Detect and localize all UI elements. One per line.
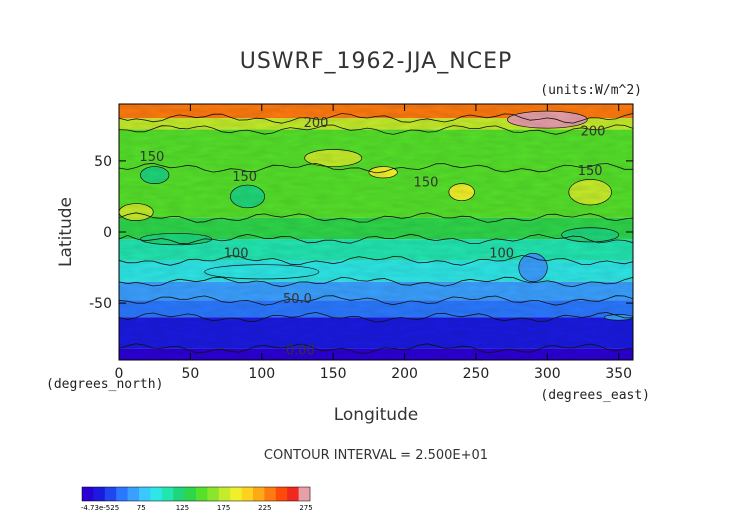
x-axis-label: Longitude — [334, 405, 419, 425]
y-unit-label: (degrees_north) — [46, 377, 163, 392]
colorbar-tick-label: -4.73e-525 — [81, 504, 119, 512]
contour-line-1 — [119, 113, 633, 124]
colorbar-swatch — [104, 487, 117, 501]
x-tick-label: 50 — [181, 366, 199, 382]
plot-field: 200 200 150 150 150 150 100 100 50.0 0.00 — [119, 104, 633, 360]
colorbar-tick-label: 225 — [258, 504, 271, 512]
colorbar-swatch — [241, 487, 254, 501]
contour-label-7: 100 — [489, 247, 514, 262]
colorbar-frame — [81, 486, 311, 502]
x-tick-label: 150 — [320, 366, 347, 382]
x-tick-label: 350 — [605, 366, 632, 382]
x-unit-label: (degrees_east) — [540, 388, 650, 403]
contour-label-2: 150 — [139, 150, 164, 165]
colorbar-ticks: -4.73e-525 75 125 175 225 275 — [81, 504, 313, 512]
y-axis-label: Latitude — [56, 197, 76, 267]
colorbar-swatch — [127, 487, 140, 501]
colorbar-tick-label: 275 — [299, 504, 312, 512]
colorbar-swatch — [207, 487, 220, 501]
contour-line-6 — [119, 255, 633, 266]
colorbar-swatch — [287, 487, 299, 501]
contour-line-2 — [119, 124, 633, 135]
y-axis: -50 0 50 — [89, 154, 633, 312]
colorbar-swatch — [184, 487, 197, 501]
contour-line-8 — [119, 295, 633, 306]
colorbar-tick-label: 175 — [217, 504, 230, 512]
colorbar-swatch — [264, 487, 277, 501]
contour-line-9 — [119, 311, 633, 323]
x-tick-label: 200 — [391, 366, 418, 382]
contour-label-9: 0.00 — [286, 343, 315, 358]
colorbar-swatch — [150, 487, 163, 501]
colorbar-tick-label: 125 — [176, 504, 189, 512]
colorbar-swatch — [196, 487, 208, 501]
contour-label-8: 50.0 — [283, 292, 312, 307]
colorbar-swatch — [173, 487, 185, 501]
x-tick-label: 100 — [248, 366, 275, 382]
colorbar-swatch — [253, 487, 265, 501]
colorbar-swatch — [139, 487, 151, 501]
colorbar-swatch — [218, 487, 231, 501]
contour-line-4 — [119, 212, 633, 223]
contour-line-5 — [119, 233, 633, 245]
chart-title: USWRF_1962-JJA_NCEP — [240, 49, 513, 74]
contour-line-3 — [119, 162, 633, 174]
x-tick-label: 250 — [463, 366, 490, 382]
contour-interval-label: CONTOUR INTERVAL = 2.500E+01 — [264, 448, 488, 463]
contour-line-7 — [119, 276, 633, 288]
contour-label-1: 200 — [581, 124, 606, 139]
colorbar — [81, 486, 311, 502]
contour-label-5: 150 — [578, 164, 603, 179]
colorbar-swatch — [116, 487, 128, 501]
x-tick-label: 300 — [534, 366, 561, 382]
x-tick-label: 0 — [115, 366, 124, 382]
colorbar-swatch — [230, 487, 242, 501]
contour-label-0: 200 — [304, 116, 329, 131]
colorbar-swatch — [82, 487, 94, 501]
contour-label-4: 150 — [414, 175, 439, 190]
colorbar-swatch — [93, 487, 106, 501]
colorbar-swatch — [275, 487, 288, 501]
y-tick-label: -50 — [89, 296, 112, 312]
colorbar-tick-label: 75 — [137, 504, 146, 512]
contour-line-10 — [119, 343, 633, 354]
colorbar-swatch — [298, 487, 311, 501]
y-tick-label: 0 — [103, 225, 112, 241]
colorbar-swatch — [161, 487, 174, 501]
units-label: (units:W/m^2) — [540, 83, 642, 98]
y-tick-label: 50 — [94, 154, 112, 170]
x-axis: 0 50 100 150 200 250 300 350 — [115, 104, 632, 382]
contour-label-6: 100 — [224, 247, 249, 262]
contour-label-3: 150 — [232, 170, 257, 185]
